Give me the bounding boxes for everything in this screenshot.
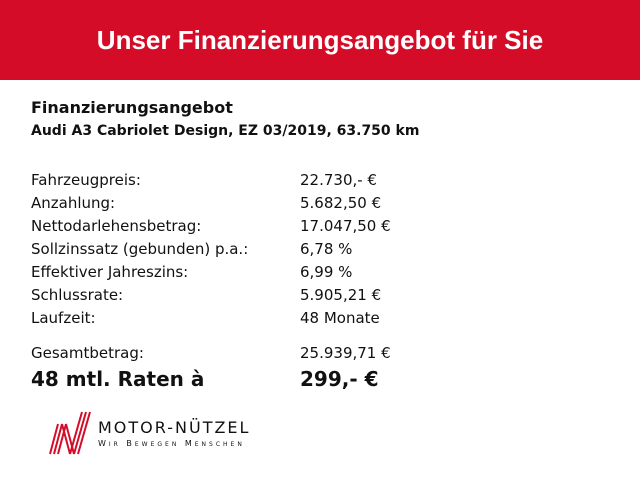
detail-value: 5.905,21 € (300, 286, 382, 304)
detail-label: Laufzeit: (31, 309, 96, 327)
detail-label: Anzahlung: (31, 194, 116, 212)
detail-row: Nettodarlehensbetrag: 17.047,50 € (31, 215, 391, 238)
total-label: Gesamtbetrag: (31, 344, 144, 362)
logo-name: MOTOR-NÜTZEL (98, 418, 251, 437)
detail-row: Sollzinssatz (gebunden) p.a.: 6,78 % (31, 238, 391, 261)
header-banner: Unser Finanzierungsangebot für Sie (0, 0, 640, 80)
detail-row: Schlussrate: 5.905,21 € (31, 284, 391, 307)
detail-label: Schlussrate: (31, 286, 124, 304)
detail-value: 6,78 % (300, 240, 353, 258)
header-title: Unser Finanzierungsangebot für Sie (96, 24, 544, 55)
rate-row: 48 mtl. Raten à 299,- € (31, 365, 391, 393)
vehicle-description: Audi A3 Cabriolet Design, EZ 03/2019, 63… (31, 123, 420, 139)
total-value: 25.939,71 € (300, 344, 391, 362)
financing-details: Fahrzeugpreis: 22.730,- € Anzahlung: 5.682… (31, 169, 391, 330)
detail-row: Effektiver Jahreszins: 6,99 % (31, 261, 391, 284)
logo-n-icon (49, 411, 91, 455)
logo-slogan: Wir Bewegen Menschen (98, 439, 245, 448)
rate-value: 299,- € (300, 367, 379, 391)
detail-value: 22.730,- € (300, 171, 377, 189)
detail-label: Sollzinssatz (gebunden) p.a.: (31, 240, 249, 258)
detail-row: Laufzeit: 48 Monate (31, 307, 391, 330)
detail-value: 48 Monate (300, 309, 380, 327)
detail-value: 5.682,50 € (300, 194, 382, 212)
detail-label: Effektiver Jahreszins: (31, 263, 189, 281)
detail-row: Anzahlung: 5.682,50 € (31, 192, 391, 215)
rate-label: 48 mtl. Raten à (31, 367, 205, 391)
offer-title: Finanzierungsangebot (31, 98, 233, 117)
dealer-logo: MOTOR-NÜTZEL Wir Bewegen Menschen (48, 410, 250, 456)
total-row: Gesamtbetrag: 25.939,71 € (31, 342, 391, 365)
detail-label: Nettodarlehensbetrag: (31, 217, 202, 235)
detail-value: 17.047,50 € (300, 217, 391, 235)
totals: Gesamtbetrag: 25.939,71 € 48 mtl. Raten à… (31, 342, 391, 393)
detail-label: Fahrzeugpreis: (31, 171, 141, 189)
detail-value: 6,99 % (300, 263, 353, 281)
detail-row: Fahrzeugpreis: 22.730,- € (31, 169, 391, 192)
